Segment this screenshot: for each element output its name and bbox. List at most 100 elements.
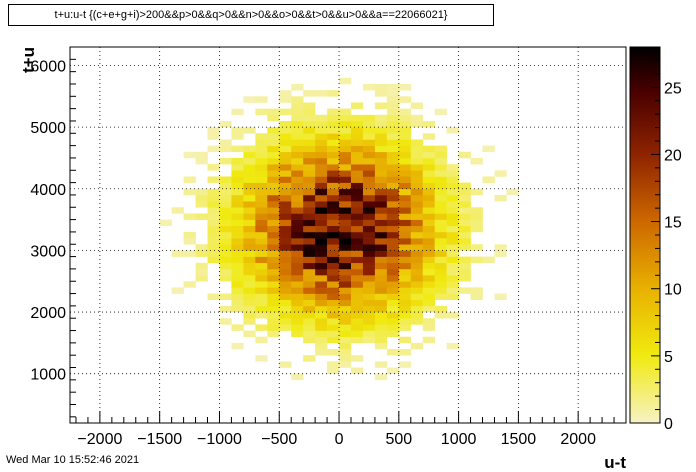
heatmap-cell bbox=[255, 139, 268, 146]
heatmap-cell bbox=[434, 238, 447, 245]
heatmap-cell bbox=[279, 312, 292, 319]
heatmap-cell bbox=[243, 330, 256, 338]
heatmap-cell bbox=[255, 305, 268, 313]
heatmap-cell bbox=[386, 120, 400, 128]
heatmap-cell bbox=[219, 268, 232, 276]
heatmap-cell bbox=[291, 139, 304, 146]
heatmap-cell bbox=[362, 238, 376, 245]
heatmap-cell bbox=[470, 213, 483, 220]
heatmap-cell bbox=[327, 213, 340, 220]
heatmap-cell bbox=[315, 120, 328, 128]
heatmap-cell bbox=[327, 108, 340, 116]
heatmap-cell bbox=[434, 293, 447, 301]
heatmap-cell bbox=[291, 96, 304, 103]
heatmap-cell bbox=[350, 207, 364, 214]
heatmap-cell bbox=[339, 250, 352, 257]
heatmap-cell bbox=[303, 127, 316, 134]
heatmap-cell bbox=[279, 287, 292, 294]
heatmap-cell bbox=[315, 244, 328, 251]
heatmap-cell bbox=[339, 151, 352, 159]
heatmap-cell bbox=[315, 133, 328, 140]
heatmap-cell bbox=[279, 219, 292, 227]
heatmap-cell bbox=[303, 145, 316, 153]
heatmap-cell bbox=[339, 312, 352, 319]
heatmap-cell bbox=[303, 287, 316, 294]
heatmap-cell bbox=[327, 139, 340, 146]
heatmap-cell bbox=[303, 213, 316, 220]
heatmap-cell bbox=[183, 213, 196, 220]
heatmap-cell bbox=[327, 231, 340, 239]
heatmap-cell bbox=[327, 151, 340, 159]
heatmap-cell bbox=[339, 213, 352, 220]
heatmap-cell bbox=[315, 164, 328, 171]
heatmap-cell bbox=[255, 182, 268, 190]
heatmap-cell bbox=[434, 170, 447, 177]
heatmap-cell bbox=[362, 324, 376, 331]
heatmap-cell bbox=[386, 275, 400, 282]
heatmap-cell bbox=[339, 355, 352, 362]
heatmap-cell bbox=[315, 182, 328, 190]
heatmap-cell bbox=[398, 127, 412, 134]
heatmap-cell bbox=[267, 225, 280, 233]
heatmap-cell bbox=[339, 238, 352, 245]
heatmap-cell bbox=[446, 164, 459, 171]
heatmap-cell bbox=[315, 231, 328, 239]
heatmap-cell bbox=[398, 219, 412, 227]
heatmap-cell bbox=[339, 318, 352, 325]
heatmap-cell bbox=[183, 231, 196, 239]
heatmap-cell bbox=[279, 268, 292, 276]
heatmap-cell bbox=[327, 244, 340, 251]
heatmap-cell bbox=[398, 231, 412, 239]
heatmap-cell bbox=[374, 127, 388, 134]
heatmap-cell bbox=[386, 312, 400, 319]
heatmap-cell bbox=[386, 256, 400, 264]
heatmap-cell bbox=[267, 127, 280, 134]
heatmap-cell bbox=[398, 145, 412, 153]
heatmap-cell bbox=[339, 139, 352, 146]
heatmap-cell bbox=[350, 133, 364, 140]
heatmap-cell bbox=[374, 225, 388, 233]
heatmap-cell bbox=[339, 244, 352, 251]
heatmap-cell bbox=[350, 139, 364, 146]
heatmap-cell bbox=[339, 324, 352, 331]
heatmap-cell bbox=[398, 349, 412, 356]
heatmap-cell bbox=[243, 127, 256, 134]
heatmap-cell bbox=[386, 114, 400, 122]
heatmap-cell bbox=[350, 250, 364, 257]
heatmap-cell bbox=[243, 293, 256, 301]
heatmap-cell bbox=[339, 207, 352, 214]
heatmap-cell bbox=[350, 145, 364, 153]
heatmap-cell bbox=[374, 281, 388, 288]
heatmap-cell bbox=[219, 262, 232, 270]
heatmap-cell bbox=[386, 176, 400, 183]
heatmap-cell bbox=[422, 219, 435, 227]
heatmap-cell bbox=[386, 262, 400, 270]
heatmap-cell bbox=[303, 157, 316, 165]
heatmap-cell bbox=[207, 164, 220, 171]
heatmap-cell bbox=[374, 157, 388, 165]
heatmap-cell bbox=[327, 349, 340, 356]
heatmap-cell bbox=[327, 225, 340, 233]
heatmap-cell bbox=[303, 139, 316, 146]
heatmap-cell bbox=[291, 157, 304, 165]
heatmap-cell bbox=[339, 293, 352, 301]
heatmap-cell bbox=[231, 256, 244, 264]
heatmap-cell bbox=[267, 275, 280, 282]
heatmap-cell bbox=[398, 336, 412, 344]
heatmap-cell bbox=[219, 139, 232, 146]
heatmap-cell bbox=[231, 238, 244, 245]
heatmap-cell bbox=[315, 256, 328, 264]
heatmap-cell bbox=[398, 133, 412, 140]
heatmap-cell bbox=[434, 244, 447, 251]
heatmap-cell bbox=[398, 287, 412, 294]
heatmap-cell bbox=[327, 164, 340, 171]
heatmap-cell bbox=[219, 256, 232, 264]
heatmap-cell bbox=[398, 238, 412, 245]
heatmap-cell bbox=[219, 188, 232, 196]
heatmap-cell bbox=[339, 127, 352, 134]
heatmap-cell bbox=[374, 268, 388, 276]
heatmap-cell bbox=[362, 293, 376, 301]
heatmap-cell bbox=[243, 305, 256, 313]
heatmap-cell bbox=[422, 225, 435, 233]
